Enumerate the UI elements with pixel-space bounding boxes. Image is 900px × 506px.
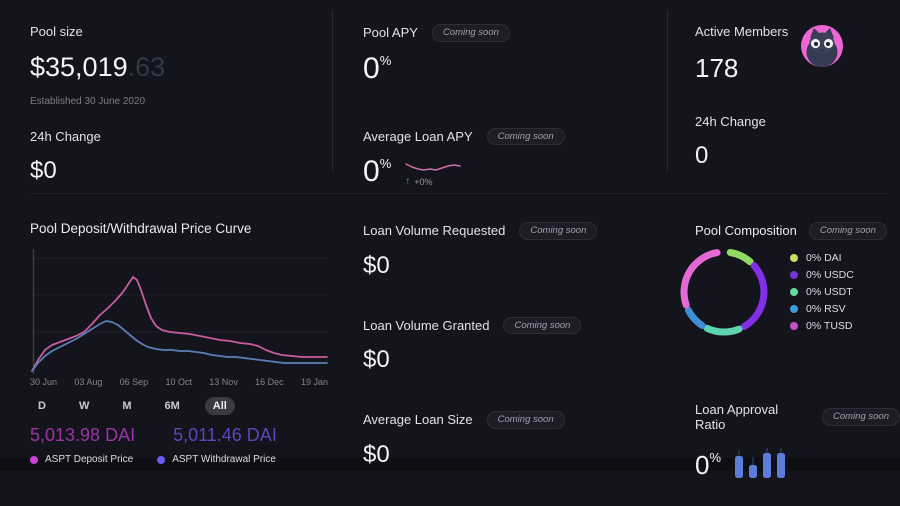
withdrawal-legend-item: ASPT Withdrawal Price [157, 454, 276, 465]
range-button-6m[interactable]: 6M [157, 397, 188, 415]
x-axis-labels: 30 Jun 03 Aug 06 Sep 10 Oct 13 Nov 16 Dec 19 J… [30, 377, 328, 387]
pool-apy-value: 0% [363, 51, 392, 85]
legend-dot-icon [790, 322, 798, 330]
x-tick-label: 19 Jan [300, 377, 328, 387]
price-curve-title: Pool Deposit/Withdrawal Price Curve [30, 221, 252, 236]
pool-size-fraction: .63 [127, 52, 166, 82]
donut-segment-usdc [740, 262, 768, 331]
curve-deposit [31, 276, 328, 372]
avg-loan-apy-label: Average Loan APY [363, 128, 473, 144]
donut-segment-dai [726, 249, 754, 266]
pool-size-value: $35,019.63 [30, 52, 166, 82]
loan-volume-requested-value: $0 [363, 251, 390, 279]
composition-legend-item-rsv: 0% RSV [790, 303, 854, 315]
established-date: Established 30 June 2020 [30, 96, 146, 107]
pool-composition-coming-soon-badge: Coming soon [808, 222, 887, 240]
curve-withdrawal [31, 320, 328, 372]
pool-apy-coming-soon-badge: Coming soon [431, 24, 510, 42]
pool-composition-body: 0% DAI 0% USDC 0% USDT 0% RSV 0% TUSD [678, 246, 854, 338]
range-button-w[interactable]: W [71, 397, 97, 415]
x-tick-label: 30 Jun [30, 377, 58, 387]
apy-sparkline [405, 163, 461, 171]
x-tick-label: 13 Nov [209, 377, 238, 387]
loan-stats-section: Loan Volume Requested Coming soon $0 Loa… [363, 222, 653, 506]
x-tick-label: 06 Sep [119, 377, 149, 387]
composition-legend-item-dai: 0% DAI [790, 252, 854, 264]
active-members-value: 178 [695, 53, 739, 83]
loan-volume-granted-block: Loan Volume Granted Coming soon $0 [363, 316, 653, 375]
pool-change-label: 24h Change [30, 129, 101, 144]
loan-approval-value: 0% [695, 450, 722, 480]
loan-volume-granted-value: $0 [363, 346, 390, 373]
approval-bars-chart [735, 448, 786, 478]
composition-legend-item-usdt: 0% USDT [790, 286, 854, 298]
pool-size-label: Pool size [30, 24, 83, 39]
loan-volume-requested-coming-soon-badge: Coming soon [519, 222, 598, 240]
average-loan-size-coming-soon-badge: Coming soon [486, 411, 565, 429]
range-button-m[interactable]: M [114, 397, 139, 415]
composition-legend-item-tusd: 0% TUSD [790, 320, 854, 332]
legend-dot-icon [790, 305, 798, 313]
pool-composition-header: Pool Composition Coming soon [695, 222, 887, 240]
composition-donut-chart [680, 249, 768, 336]
x-tick-label: 03 Aug [74, 377, 103, 387]
price-curve-chart[interactable] [30, 246, 328, 376]
loan-volume-granted-coming-soon-badge: Coming soon [503, 316, 582, 334]
loan-volume-requested-label: Loan Volume Requested [363, 223, 506, 239]
pool-apy-label: Pool APY [363, 25, 418, 41]
withdrawal-price-value: 5,011.46 DAI [173, 425, 277, 445]
composition-legend-item-usdc: 0% USDC [790, 269, 854, 281]
loan-volume-granted-label: Loan Volume Granted [363, 317, 490, 333]
cat-avatar[interactable] [800, 24, 844, 68]
apy-delta: +0% [414, 176, 433, 187]
top-divider-2 [667, 10, 668, 172]
price-values: 5,013.98 DAI 5,011.46 DAI [30, 425, 330, 446]
deposit-legend-item: ASPT Deposit Price [30, 454, 133, 465]
loan-approval-coming-soon-badge: Coming soon [822, 408, 900, 426]
up-arrow-icon: ↑ [405, 176, 411, 187]
average-loan-size-block: Average Loan Size Coming soon $0 [363, 411, 653, 469]
x-tick-label: 16 Dec [255, 377, 284, 387]
x-tick-label: 10 Oct [165, 377, 192, 387]
loan-volume-requested-block: Loan Volume Requested Coming soon $0 [363, 222, 653, 280]
loan-approval-section: Loan Approval Ratio Coming soon 0% [695, 402, 900, 478]
range-button-d[interactable]: D [30, 397, 54, 415]
section-divider [30, 193, 888, 194]
deposit-price-value: 5,013.98 DAI [30, 425, 136, 445]
donut-segment-usdt [703, 324, 743, 336]
average-loan-size-label: Average Loan Size [363, 412, 473, 428]
average-loan-size-value: $0 [363, 440, 390, 468]
loan-approval-label: Loan Approval Ratio [695, 402, 779, 432]
legend-dot-icon [157, 455, 166, 464]
members-section: Active Members 178 24h Change 0 [695, 24, 870, 170]
time-range-selector: D W M 6M All [30, 397, 330, 415]
pool-composition-label: Pool Composition [695, 223, 797, 239]
pool-size-section: Pool size $35,019.63 Established 30 June… [30, 24, 165, 185]
legend-dot-icon [790, 271, 798, 279]
donut-segment-rsv [684, 306, 706, 329]
donut-segment-tusd [680, 249, 721, 309]
members-change-label: 24h Change [695, 114, 766, 129]
pool-change-value: $0 [30, 157, 57, 184]
composition-legend: 0% DAI 0% USDC 0% USDT 0% RSV 0% TUSD [790, 252, 854, 332]
apy-section: Pool APY Coming soon 0% Average Loan APY… [363, 24, 653, 187]
range-button-all[interactable]: All [204, 397, 235, 415]
price-curve-section: Pool Deposit/Withdrawal Price Curve 30 J… [30, 221, 330, 465]
avg-loan-apy-coming-soon-badge: Coming soon [486, 127, 565, 145]
legend-dot-icon [30, 455, 38, 464]
members-change-value: 0 [695, 142, 709, 169]
top-divider-1 [332, 10, 333, 172]
price-curve-legend: ASPT Deposit Price ASPT Withdrawal Price [30, 454, 330, 465]
legend-dot-icon [790, 254, 798, 262]
avg-loan-apy-value: 0% [363, 155, 392, 188]
legend-dot-icon [790, 288, 798, 296]
footer-strip [0, 458, 900, 471]
active-members-label: Active Members [695, 24, 789, 39]
